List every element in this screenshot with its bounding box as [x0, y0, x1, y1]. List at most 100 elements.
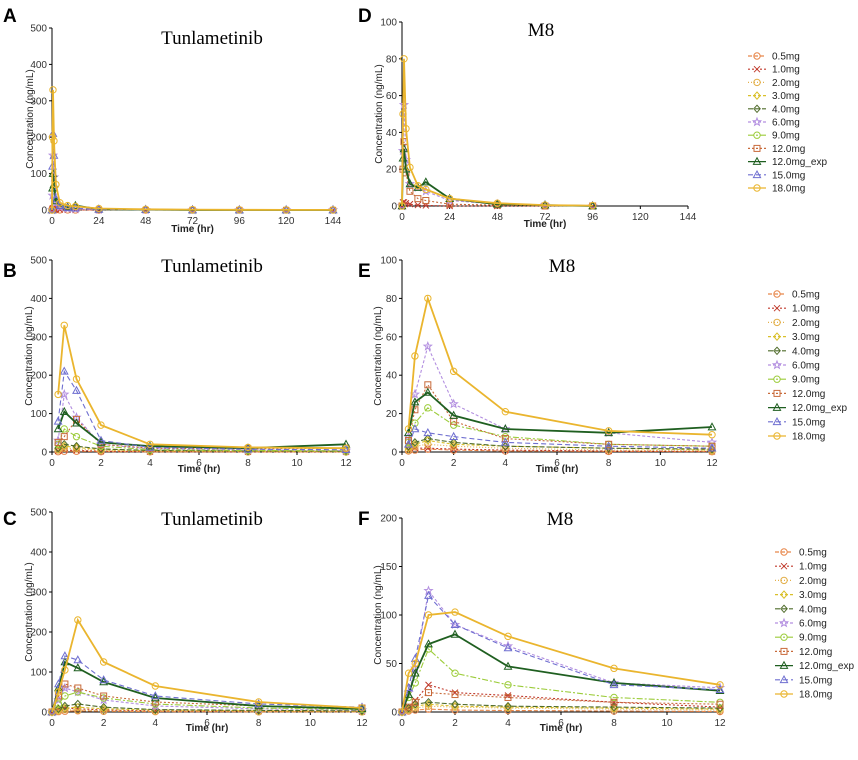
legend-marker: [771, 359, 783, 370]
data-point: [150, 693, 160, 702]
data-point: [73, 699, 82, 709]
series-15-0mg: [397, 590, 725, 716]
data-point: [451, 691, 459, 699]
data-point: [716, 681, 724, 689]
data-point: [61, 666, 69, 674]
y-tick-label: 500: [30, 508, 47, 519]
legend-marker: [751, 116, 763, 127]
panel-letter: B: [3, 261, 17, 282]
data-point: [501, 435, 509, 443]
legend-marker: [753, 78, 761, 87]
legend-label: 2.0mg: [772, 78, 800, 89]
series-6-0mg: [396, 585, 726, 717]
series-line: [51, 155, 333, 211]
series-18-0mg: [398, 55, 597, 210]
series-6-0mg: [396, 99, 598, 211]
y-tick-label: 100: [380, 611, 397, 622]
x-tick-label: 6: [554, 458, 560, 469]
data-point: [610, 664, 618, 673]
data-point: [151, 682, 160, 690]
data-point: [54, 390, 62, 399]
data-point: [99, 702, 108, 712]
legend-1: 0.5mg 1.0mg 2.0mg 3.0mg 4.0mg 6.0mg 9.0mg 12.0m…: [748, 52, 827, 195]
data-point: [74, 616, 82, 624]
legend-marker: [753, 131, 761, 139]
y-tick-label: 60: [386, 332, 398, 343]
legend-marker: [780, 690, 788, 698]
series-line: [401, 58, 593, 207]
series-line: [401, 701, 721, 713]
data-point: [243, 444, 253, 453]
legend-marker: [772, 416, 782, 426]
data-point: [72, 432, 81, 441]
legend-marker: [773, 346, 781, 356]
legend-label: 3.0mg: [799, 590, 827, 601]
x-tick-label: 24: [444, 212, 456, 223]
legend-item: 6.0mg: [748, 116, 800, 129]
data-point: [60, 433, 68, 441]
data-point: [74, 705, 82, 713]
y-tick-label: 80: [386, 54, 398, 65]
legend-item: 1.0mg: [748, 65, 800, 76]
series-12-0mg-exp: [397, 629, 725, 716]
data-point: [414, 195, 422, 203]
legend-item: 1.0mg: [768, 304, 820, 315]
legend-2: 0.5mg 1.0mg 2.0mg 3.0mg 4.0mg 6.0mg 9.0mg 12.0m…: [768, 290, 847, 443]
legend-label: 6.0mg: [792, 361, 820, 372]
data-point: [405, 703, 413, 711]
data-point: [449, 438, 458, 447]
data-point: [716, 700, 724, 708]
data-point: [424, 294, 432, 303]
legend-marker: [780, 647, 788, 655]
legend-marker: [780, 576, 788, 585]
legend-item: 3.0mg: [768, 332, 820, 343]
legend-item: 9.0mg: [748, 131, 800, 142]
data-point: [449, 446, 458, 454]
data-point: [404, 425, 413, 433]
x-tick-label: 0: [399, 718, 405, 729]
x-tick-label: 96: [234, 216, 246, 227]
x-tick-label: 4: [505, 718, 511, 729]
data-point: [73, 702, 82, 712]
data-point: [500, 437, 510, 446]
x-axis-label: Time (hr): [536, 464, 579, 475]
legend-item: 18.0mg: [775, 690, 832, 701]
series-line: [401, 141, 593, 207]
data-point: [604, 427, 613, 435]
series-line: [51, 655, 363, 713]
y-tick-label: 500: [30, 24, 47, 35]
x-tick-label: 12: [356, 718, 368, 729]
legend-marker: [753, 52, 761, 60]
legend-item: 3.0mg: [748, 91, 800, 102]
legend-label: 1.0mg: [799, 562, 827, 573]
data-point: [49, 86, 57, 94]
x-tick-label: 120: [632, 212, 649, 223]
series-line: [407, 407, 713, 447]
series-line: [401, 692, 721, 713]
data-point: [48, 708, 56, 716]
data-point: [610, 702, 618, 712]
y-tick-label: 20: [386, 409, 398, 420]
legend-marker: [778, 617, 790, 628]
series-line: [51, 173, 333, 211]
data-point: [414, 201, 422, 209]
legend-label: 18.0mg: [772, 184, 805, 195]
data-point: [715, 684, 725, 693]
legend-label: 0.5mg: [792, 290, 820, 301]
legend-label: 9.0mg: [792, 375, 820, 386]
legend-item: 4.0mg: [775, 604, 827, 615]
series-line: [401, 148, 593, 207]
legend-item: 12.0mg: [748, 144, 805, 155]
series-line: [57, 410, 347, 450]
panel-title: M8: [528, 20, 554, 41]
data-point: [71, 202, 80, 211]
data-point: [52, 180, 60, 189]
data-point: [95, 204, 103, 213]
data-point: [708, 442, 716, 450]
data-point: [414, 182, 422, 190]
legend-marker: [753, 104, 761, 114]
legend-marker: [780, 590, 788, 599]
y-axis-label: Concentration (ng/mL): [24, 306, 35, 406]
x-tick-label: 6: [558, 718, 564, 729]
series-15-0mg: [47, 128, 338, 214]
